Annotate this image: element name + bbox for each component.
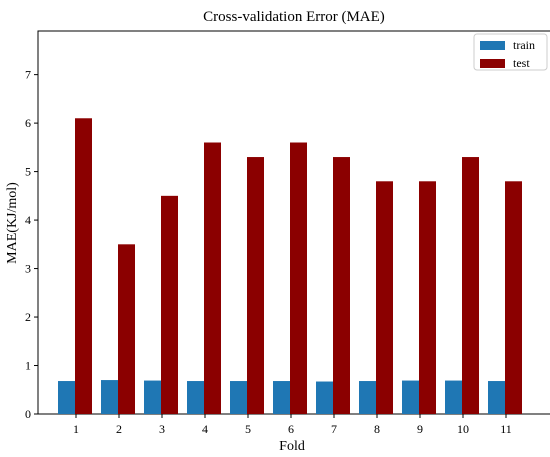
x-axis: 1 2 3 4 5 6 7 8 9 10 11 [73,414,512,436]
bar-test-4 [204,142,221,414]
legend: train test [473,33,548,71]
y-tick-label: 6 [25,116,31,130]
bar-train-6 [273,381,290,414]
x-tick-label: 7 [331,422,337,436]
legend-label-train: train [513,38,535,52]
x-tick-label: 3 [159,422,165,436]
bars [58,118,522,415]
bar-test-5 [247,157,264,414]
bar-test-6 [290,142,307,414]
bar-test-3 [161,195,178,414]
bar-train-10 [445,380,462,414]
bar-train-7 [316,381,333,414]
x-tick-label: 5 [245,422,251,436]
x-axis-label: Fold [279,439,305,454]
x-tick-label: 9 [417,422,423,436]
bar-train-4 [187,381,204,414]
bar-test-1 [75,118,92,415]
bar-train-1 [58,381,75,414]
y-tick-label: 4 [25,213,31,227]
x-tick-label: 2 [116,422,122,436]
x-tick-label: 10 [457,422,469,436]
bar-test-7 [333,157,350,414]
y-tick-label: 7 [25,68,31,82]
legend-swatch-train [480,41,505,50]
bar-test-8 [376,181,393,414]
y-tick-label: 2 [25,310,31,324]
x-tick-label: 11 [500,422,512,436]
bar-train-2 [101,380,118,414]
y-tick-label: 1 [25,359,31,373]
bar-train-8 [359,381,376,414]
bar-test-9 [419,181,436,414]
x-tick-label: 8 [374,422,380,436]
bar-test-11 [505,181,522,414]
bar-train-11 [488,381,505,414]
bar-train-9 [402,380,419,414]
y-axis: 0 1 2 3 4 5 6 7 [25,68,38,421]
x-tick-label: 6 [288,422,294,436]
bar-test-10 [462,157,479,414]
bar-train-5 [230,381,247,414]
y-tick-label: 0 [25,407,31,421]
legend-label-test: test [513,56,530,70]
legend-swatch-test [480,59,505,68]
y-tick-label: 3 [25,262,31,276]
x-tick-label: 1 [73,422,79,436]
y-tick-label: 5 [25,165,31,179]
bar-train-3 [144,380,161,414]
x-tick-label: 4 [202,422,208,436]
bar-test-2 [118,244,135,414]
chart-title: Cross-validation Error (MAE) [203,9,385,25]
y-axis-label: MAE(KJ/mol) [5,182,20,264]
